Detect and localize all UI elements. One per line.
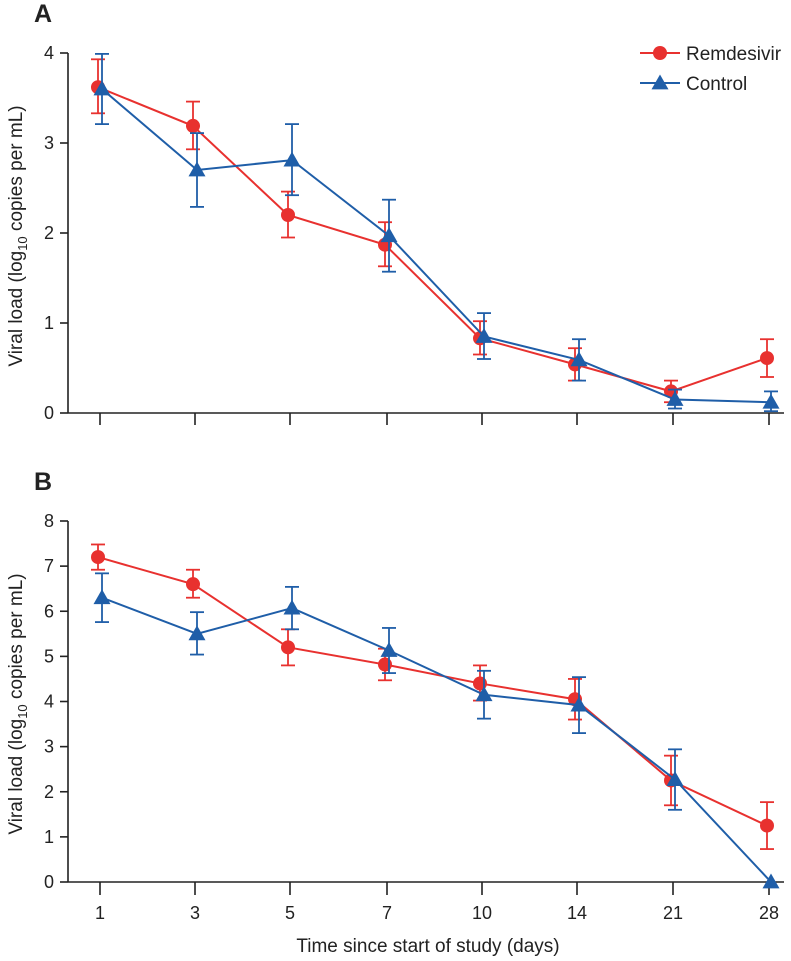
panel-a-y-tick-label: 3 — [44, 133, 54, 153]
panel-a-y-tick-label: 4 — [44, 43, 54, 63]
panel-b-x-tick-label: 7 — [382, 903, 392, 923]
data-point — [475, 328, 493, 343]
panel-b-series-remdesivir — [91, 543, 774, 850]
panel-b-x-tick-label: 21 — [663, 903, 683, 923]
panel-a-y-axis-title: Viral load (log10 copies per mL) — [6, 105, 30, 366]
data-point — [283, 151, 301, 167]
panel-b-y-tick-label: 7 — [44, 556, 54, 576]
data-point — [762, 393, 780, 409]
legend-item-control: Control — [640, 74, 747, 95]
panel-b-series-control — [93, 572, 780, 889]
data-point — [188, 625, 206, 641]
legend: Remdesivir Control — [640, 44, 782, 95]
data-point — [281, 640, 295, 655]
panel-a-chart: A Viral load (log10 copies per mL) Remde… — [6, 0, 784, 425]
series-line — [101, 88, 772, 404]
panel-b-x-tick-label: 3 — [190, 903, 200, 923]
data-point — [93, 589, 111, 605]
data-point — [188, 161, 206, 177]
panel-b-y-tick-label: 2 — [44, 782, 54, 802]
panel-a-y-tick-label: 0 — [44, 403, 54, 423]
data-point — [186, 577, 200, 592]
panel-a-letter: A — [34, 0, 52, 28]
legend-label: Control — [686, 74, 747, 95]
panel-a-y-tick-label: 1 — [44, 313, 54, 333]
data-point — [570, 696, 588, 712]
data-point — [760, 818, 774, 833]
panel-b-y-axis-title-text: Viral load (log10 copies per mL) — [6, 573, 30, 834]
data-point — [186, 118, 200, 133]
panel-b-x-tick-label: 14 — [567, 903, 587, 923]
panel-a-series-control — [93, 53, 780, 413]
data-point — [380, 227, 398, 243]
panel-a-y-axis-title-text: Viral load (log10 copies per mL) — [6, 105, 30, 366]
panel-b-x-tick-label: 10 — [472, 903, 492, 923]
series-line — [97, 86, 768, 393]
legend-item-remdesivir: Remdesivir — [640, 44, 782, 65]
data-point — [283, 599, 301, 615]
data-point — [760, 351, 774, 366]
data-point — [91, 550, 105, 565]
panel-b-y-tick-label: 1 — [44, 827, 54, 847]
panel-b-y-tick-label: 8 — [44, 511, 54, 531]
panel-b-y-tick-label: 3 — [44, 737, 54, 757]
panel-b-y-tick-label: 6 — [44, 601, 54, 621]
data-point — [666, 391, 684, 406]
panel-b-y-tick-label: 0 — [44, 872, 54, 892]
panel-a-y-tick-label: 2 — [44, 223, 54, 243]
data-point — [380, 642, 398, 657]
data-point — [570, 351, 588, 367]
panel-b-y-axis-title: Viral load (log10 copies per mL) — [6, 573, 30, 834]
series-line — [101, 596, 772, 883]
x-axis-title: Time since start of study (days) — [296, 936, 559, 957]
data-point — [666, 771, 684, 786]
panel-b-x-tick-label: 5 — [285, 903, 295, 923]
panel-a-series-remdesivir — [91, 58, 774, 404]
data-point — [281, 208, 295, 222]
panel-b-chart: B Viral load (log10 copies per mL) Time … — [6, 468, 784, 957]
legend-marker — [651, 74, 669, 90]
data-point — [93, 80, 111, 96]
data-point — [475, 686, 493, 702]
data-point — [762, 873, 780, 889]
panel-b-x-tick-label: 1 — [95, 903, 105, 923]
panel-b-letter: B — [34, 468, 52, 496]
series-line — [97, 556, 768, 827]
legend-label: Remdesivir — [686, 44, 782, 65]
panel-b-y-tick-label: 5 — [44, 646, 54, 666]
panel-b-x-tick-label: 28 — [759, 903, 779, 923]
legend-marker — [653, 46, 667, 60]
panel-b-y-tick-label: 4 — [44, 692, 54, 712]
